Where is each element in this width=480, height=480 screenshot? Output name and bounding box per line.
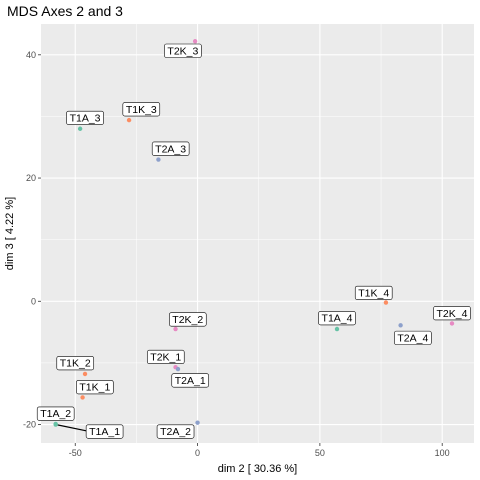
label-text: T1K_4 (358, 287, 389, 299)
chart-title: MDS Axes 2 and 3 (7, 3, 123, 19)
point-t2a_1 (175, 366, 181, 372)
label-t2k_1: T2K_1 (146, 349, 185, 365)
y-tick-label: -20 (23, 420, 36, 430)
label-text: T2A_1 (175, 375, 206, 387)
label-t1k_1: T1K_1 (76, 380, 114, 395)
label-t2k_4: T2K_4 (433, 306, 471, 321)
point-t2a_2 (195, 420, 200, 425)
label-t1k_3: T1K_3 (122, 102, 161, 117)
point-t1k_2 (82, 371, 88, 377)
label-text: T1K_2 (60, 358, 91, 370)
label-box (122, 102, 161, 117)
label-t2a_2: T2A_2 (156, 424, 195, 439)
label-box (66, 110, 104, 125)
label-text: T2A_2 (160, 426, 191, 438)
y-axis-ticks: -20 0 20 40 (23, 50, 41, 430)
y-tick-label: 0 (31, 296, 36, 306)
point-t1a_4 (334, 326, 340, 332)
x-tick-label: 50 (315, 448, 325, 458)
label-box (151, 141, 190, 156)
label-t2a_3: T2A_3 (151, 141, 190, 156)
label-text: T2K_4 (437, 308, 468, 320)
label-t1k_2: T1K_2 (56, 356, 95, 371)
label-box (156, 424, 195, 439)
label-t1a_4: T1A_4 (318, 311, 356, 326)
label-text: T1K_1 (79, 382, 110, 394)
label-box (164, 43, 202, 58)
label-text: T1A_1 (89, 426, 120, 438)
label-text: T2K_1 (150, 352, 181, 364)
label-t2k_3: T2K_3 (164, 43, 202, 58)
label-text: T1A_4 (322, 313, 353, 325)
label-box (85, 424, 124, 439)
point-t1k_1 (80, 395, 85, 400)
point-t1k_4 (383, 300, 389, 305)
label-box (394, 330, 432, 345)
label-t1a_1: T1A_1 (85, 424, 124, 439)
label-text: T1K_3 (126, 104, 157, 116)
y-tick-label: 40 (26, 50, 36, 60)
point-t2a_3 (156, 157, 161, 162)
label-box (36, 406, 75, 421)
label-t2a_1: T2A_1 (171, 373, 209, 388)
data-points (53, 39, 455, 427)
label-box (318, 311, 356, 326)
y-axis-title: dim 3 [ 4.22 %] (4, 197, 16, 270)
label-box (433, 306, 471, 321)
plot-panel (41, 24, 474, 443)
grid-lines (41, 24, 474, 443)
point-t1k_3 (126, 117, 132, 123)
label-text: T2K_3 (167, 45, 198, 57)
x-axis-title: dim 2 [ 30.36 %] (218, 463, 298, 475)
y-tick-label: 20 (26, 173, 36, 183)
x-tick-label: 100 (435, 448, 450, 458)
label-leader-lines (55, 423, 89, 432)
point-t2k_3 (192, 39, 198, 44)
label-text: T1A_2 (40, 408, 71, 420)
x-axis-ticks: -50 0 50 100 (69, 443, 450, 458)
label-t1a_2: T1A_2 (36, 406, 75, 421)
label-text: T2A_4 (397, 332, 428, 344)
label-t1a_3: T1A_3 (66, 110, 104, 125)
label-t2k_2: T2K_2 (169, 312, 207, 327)
x-tick-label: 0 (195, 448, 200, 458)
label-text: T2A_3 (155, 143, 186, 155)
point-t2a_4 (398, 323, 403, 328)
label-box (76, 380, 114, 395)
label-box (169, 312, 207, 327)
label-box (354, 285, 393, 300)
label-t1k_4: T1K_4 (354, 285, 393, 300)
label-box (171, 373, 209, 388)
point-t1a_3 (77, 126, 83, 131)
point-t1a_1 (53, 422, 58, 427)
label-text: T1A_3 (70, 112, 101, 124)
leader-line (55, 423, 89, 432)
point-t2k_2 (173, 326, 178, 332)
x-tick-label: -50 (69, 448, 82, 458)
point-labels: T2K_3 T1A_3 T1K_3 T2A_3 T1K_4 T2K_4 T1A_4 T2A_4… (36, 43, 471, 439)
label-t2a_4: T2A_4 (394, 330, 432, 345)
label-box (56, 356, 95, 371)
label-box (146, 349, 185, 365)
label-text: T2K_2 (172, 314, 203, 326)
point-t2k_4 (449, 321, 455, 326)
